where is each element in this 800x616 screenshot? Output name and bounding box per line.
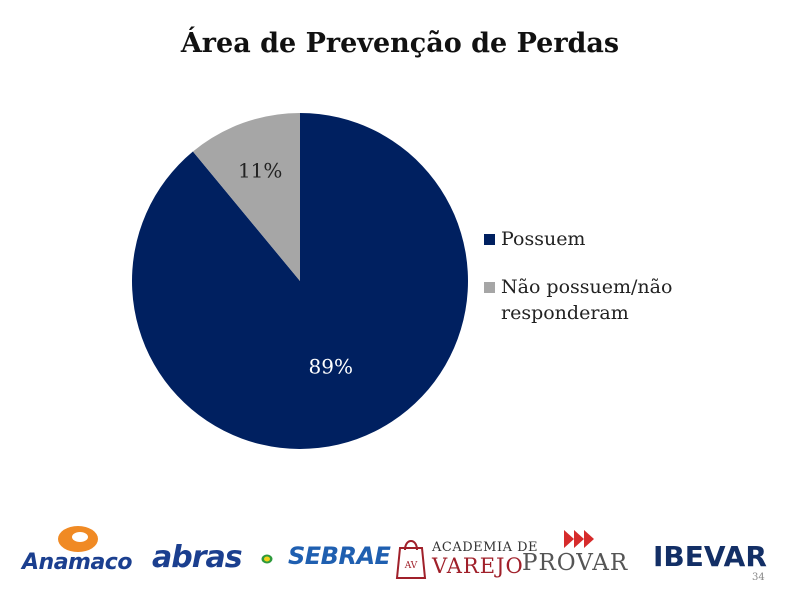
pie-slices — [131, 113, 469, 450]
chart-title: Área de Prevenção de Perdas — [180, 28, 620, 59]
data-label-nao-possuem: 11% — [238, 158, 282, 182]
sebrae-logo: SEBRAE — [288, 542, 391, 570]
academia-mark-text: AV — [404, 561, 418, 571]
provar-logo: PROVAR — [522, 550, 629, 576]
abras-logo: abras — [152, 540, 243, 575]
provar-logo-mark — [564, 530, 594, 548]
page-number: 34 — [752, 572, 765, 583]
anamaco-logo-mark — [58, 526, 98, 552]
pie-slice-nao-possuem — [192, 113, 300, 281]
legend-swatch-nao-possuem — [484, 282, 495, 293]
chart-legend: Possuem Não possuem/não responderam — [484, 226, 704, 348]
pie-slice-possuem — [131, 113, 469, 450]
legend-label-nao-possuem: Não possuem/não responderam — [501, 276, 673, 324]
academia-de-varejo-bag-icon: AV — [395, 540, 427, 579]
sponsor-logos-bar: Anamaco abras SEBRAE AV Academia de VARE… — [0, 520, 800, 590]
anamaco-logo: Anamaco — [22, 550, 132, 575]
data-label-possuem: 89% — [309, 354, 353, 378]
academia-de-varejo-logo-top: Academia de — [432, 540, 539, 555]
legend-label-possuem: Possuem — [501, 228, 586, 250]
ibevar-logo: IBEVAR — [653, 540, 767, 573]
legend-item-nao-possuem: Não possuem/não responderam — [484, 274, 704, 326]
pie-data-labels: 89% 11% — [238, 158, 353, 378]
academia-de-varejo-logo-bottom: VAREJO — [432, 554, 524, 578]
legend-item-possuem: Possuem — [484, 226, 704, 252]
abras-flag-icon — [261, 554, 273, 564]
legend-swatch-possuem — [484, 234, 495, 245]
